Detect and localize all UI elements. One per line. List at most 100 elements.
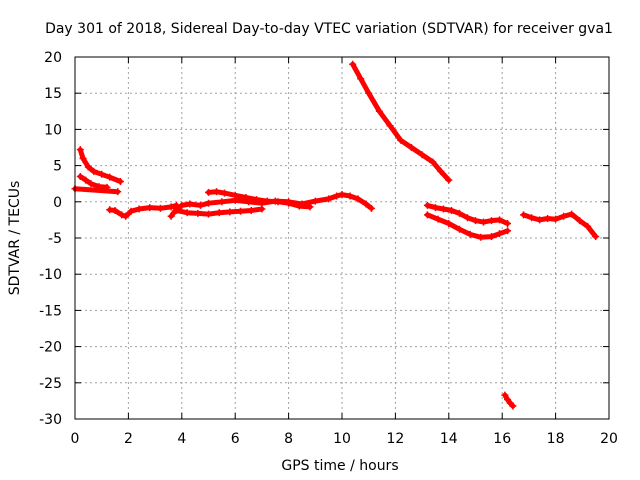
data-point	[76, 172, 84, 180]
y-tick-label: 5	[53, 159, 62, 175]
tick-layer: 0 2 4 6 8 10 12 14 16 18 20 20 15 10 5 0 -5 -10 -15 -20 -25 -…	[39, 50, 618, 447]
data-point	[349, 60, 357, 68]
series-trace-a	[76, 146, 124, 186]
data-point	[338, 191, 346, 199]
data-point	[146, 204, 154, 212]
y-tick-label: -25	[39, 376, 62, 392]
series-trace-h	[423, 201, 512, 228]
data-point	[552, 215, 560, 223]
data-point	[205, 199, 212, 207]
data-point	[242, 193, 250, 201]
data-point	[592, 233, 600, 241]
data-point	[221, 189, 229, 197]
data-point	[434, 215, 442, 223]
x-tick-label: 0	[71, 431, 80, 447]
x-tick-label: 2	[124, 431, 133, 447]
data-point	[367, 204, 375, 212]
data-point	[295, 202, 303, 210]
data-point	[544, 214, 552, 222]
y-tick-label: -20	[39, 340, 62, 356]
data-point	[504, 220, 512, 228]
x-tick-label: 14	[440, 431, 458, 447]
data-point	[205, 210, 212, 218]
data-point	[116, 178, 124, 186]
grid-layer	[75, 57, 609, 419]
data-point	[354, 195, 362, 203]
data-point	[285, 199, 293, 207]
data-point	[156, 204, 164, 212]
y-tick-label: 0	[53, 195, 62, 211]
data-point	[127, 207, 135, 215]
data-point	[106, 173, 114, 181]
data-point	[496, 230, 504, 238]
data-point	[87, 180, 95, 188]
data-point	[472, 217, 479, 225]
y-axis-title: SDTVAR / TECUs	[7, 181, 23, 296]
series-trace-c	[106, 201, 180, 220]
data-point	[480, 218, 488, 226]
y-tick-label: -30	[39, 412, 62, 428]
data-point	[423, 201, 431, 209]
data-point	[311, 197, 319, 205]
data-point	[118, 211, 126, 219]
data-point	[504, 227, 512, 235]
data-point	[477, 233, 485, 241]
data-point	[584, 222, 592, 230]
data-point	[167, 203, 175, 211]
data-point	[362, 200, 370, 208]
data-point	[213, 188, 221, 196]
data-point	[194, 209, 202, 217]
data-point	[455, 225, 463, 233]
data-point	[333, 192, 341, 200]
data-point	[135, 205, 143, 213]
x-tick-label: 18	[547, 431, 565, 447]
x-tick-label: 12	[386, 431, 404, 447]
data-point	[496, 216, 504, 224]
chart-title: Day 301 of 2018, Sidereal Day-to-day VTE…	[45, 21, 613, 37]
data-point	[418, 151, 426, 159]
data-point	[226, 208, 234, 216]
data-point	[263, 197, 271, 205]
data-point	[76, 146, 84, 154]
data-point	[172, 206, 180, 214]
y-tick-label: 15	[44, 86, 62, 102]
series-trace-f	[205, 188, 314, 211]
data-point	[84, 163, 92, 171]
x-tick-label: 16	[493, 431, 511, 447]
series-trace-k	[501, 391, 517, 410]
series-trace-g	[349, 60, 453, 184]
series-trace	[502, 392, 516, 409]
y-tick-label: -5	[48, 231, 62, 247]
x-tick-label: 6	[231, 431, 240, 447]
data-layer	[71, 60, 600, 410]
data-point	[274, 198, 282, 206]
x-tick-label: 4	[177, 431, 186, 447]
series-trace	[521, 211, 599, 240]
data-point	[111, 206, 119, 214]
data-point	[325, 195, 333, 203]
x-tick-label: 20	[600, 431, 618, 447]
y-tick-label: 10	[44, 122, 62, 138]
data-point	[375, 107, 383, 115]
data-point	[365, 89, 373, 97]
data-point	[186, 200, 194, 208]
data-point	[346, 192, 354, 200]
data-point	[560, 212, 568, 220]
data-point	[429, 158, 437, 166]
x-tick-label: 8	[284, 431, 293, 447]
data-point	[79, 154, 87, 162]
data-point	[536, 216, 544, 224]
data-point	[520, 211, 528, 219]
data-point	[122, 212, 130, 220]
data-point	[407, 144, 415, 151]
data-point	[253, 196, 261, 204]
data-point	[509, 402, 517, 410]
data-point	[445, 176, 453, 184]
data-point	[568, 210, 576, 218]
x-axis-title: GPS time / hours	[281, 458, 398, 474]
data-point	[504, 395, 512, 403]
data-point	[90, 167, 98, 175]
data-point	[447, 206, 455, 214]
series-trace-e	[172, 205, 266, 218]
data-point	[437, 167, 445, 175]
